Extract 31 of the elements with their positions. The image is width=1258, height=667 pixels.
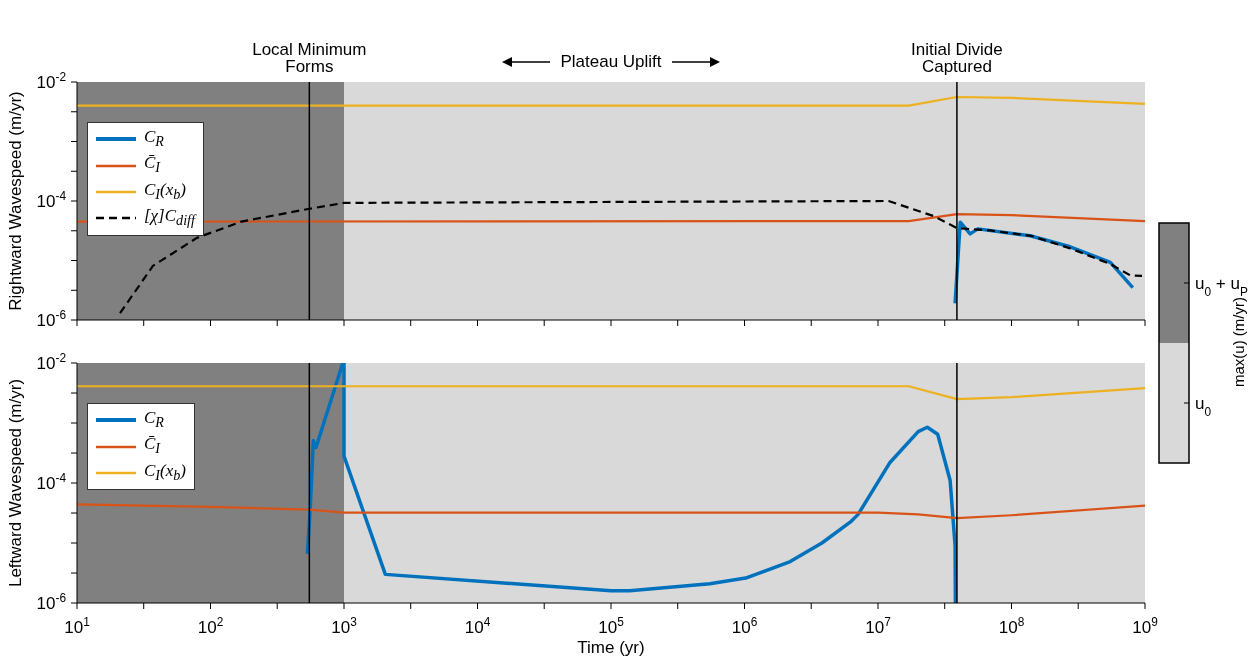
y-tick-label: 10$^{-4}$ <box>36 471 67 493</box>
legend-label: C$_{R}$ <box>144 126 164 152</box>
x-tick-label: 10$^{6}$ <box>731 615 758 637</box>
legend-label: C̄$_{I}$ <box>144 152 161 178</box>
ref-line-label: Initial Divide Captured <box>911 40 1003 76</box>
legend-label: C̄$_{I}$ <box>144 433 161 459</box>
y-tick-label: 10$^{-4}$ <box>36 189 67 211</box>
y-axis-title: Leftward Wavespeed (m/yr) <box>6 378 25 588</box>
legend-label: C$_{I}$(x$_{b}$) <box>144 459 187 486</box>
y-axis-title: Rightward Wavespeed (m/yr) <box>6 91 25 311</box>
color-bar-title: max(u) (m/yr) <box>1230 297 1247 387</box>
text: u$_{0}$ <box>1195 394 1212 419</box>
y-tick-label: 10$^{-2}$ <box>36 70 67 92</box>
x-tick-label: 10$^{4}$ <box>464 615 491 637</box>
legend-label: [χ]C$_{diff}$ <box>144 205 195 231</box>
x-tick-label: 10$^{3}$ <box>331 615 358 637</box>
x-tick-label: 10$^{1}$ <box>64 615 91 637</box>
y-tick-label: 10$^{-2}$ <box>36 351 67 373</box>
x-tick-label: 10$^{8}$ <box>998 615 1025 637</box>
ref-line-label: Local Minimum Forms <box>252 40 367 76</box>
y-tick-label: 10$^{-6}$ <box>36 308 67 330</box>
x-tick-label: 10$^{9}$ <box>1132 615 1159 637</box>
y-tick-label: 10$^{-6}$ <box>36 591 67 613</box>
x-tick-label: 10$^{2}$ <box>197 615 224 637</box>
x-tick-label: 10$^{5}$ <box>598 615 625 637</box>
legend-label: C$_{R}$ <box>144 407 164 433</box>
x-axis-title: Time (yr) <box>577 638 645 657</box>
x-tick-label: 10$^{7}$ <box>865 615 892 637</box>
legend-label: C$_{I}$(x$_{b}$) <box>144 178 187 205</box>
text: Plateau Uplift <box>560 52 662 72</box>
text: u$_{0}$ + u$_{P}$ <box>1195 274 1248 299</box>
